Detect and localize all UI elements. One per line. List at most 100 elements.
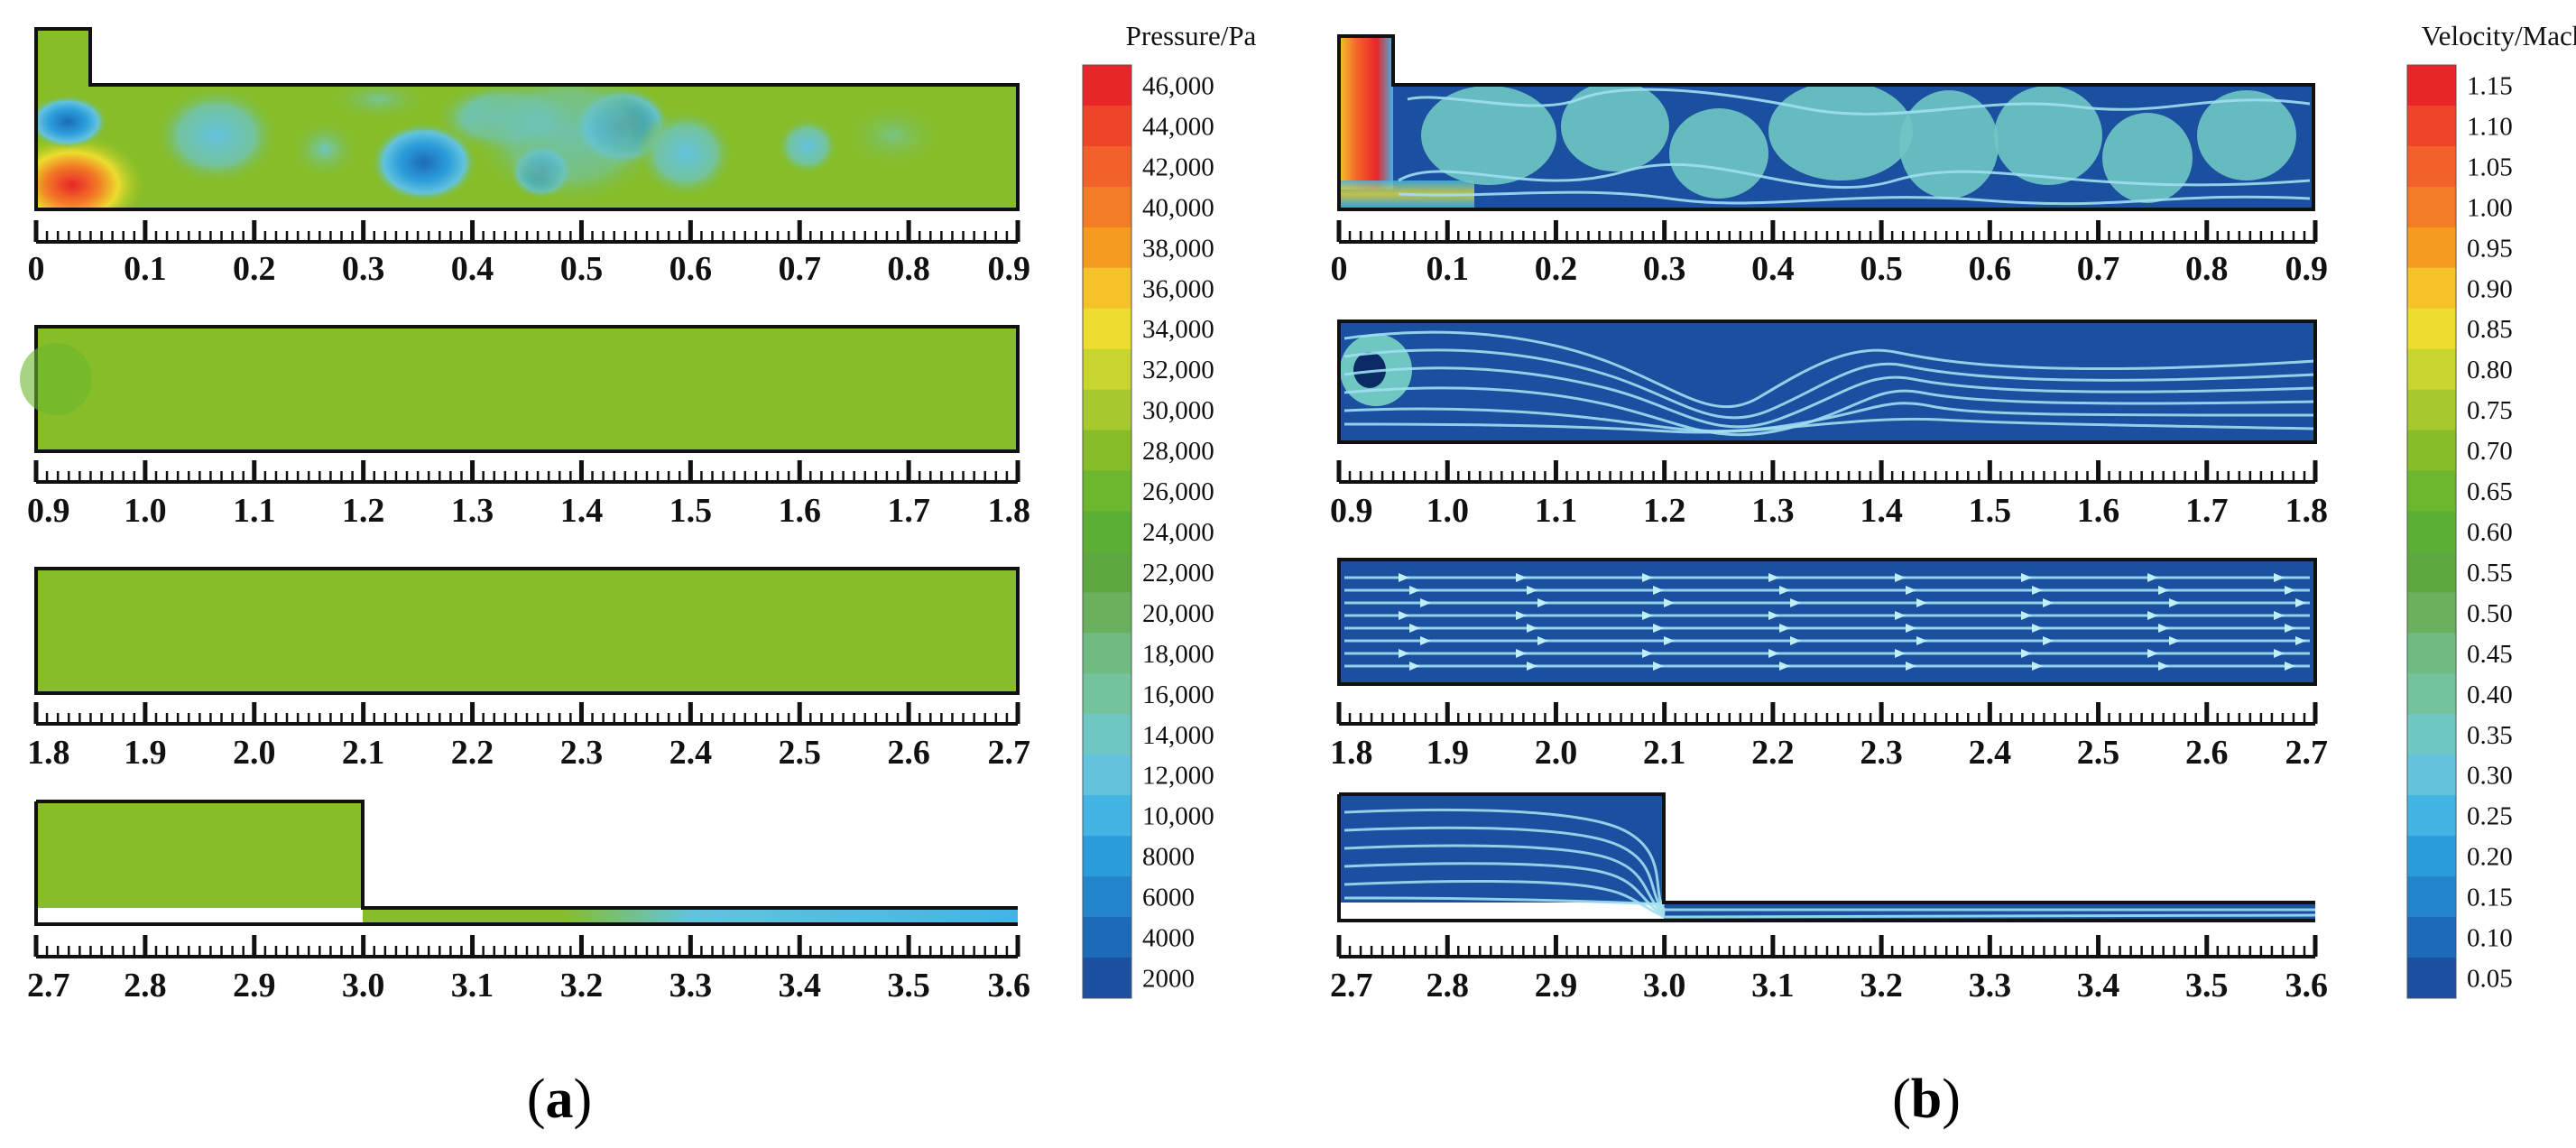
colorbar-label: 0.45: [2467, 640, 2513, 669]
ruler-a-row4: 2.7 2.8 2.9 3.0 3.1 3.2 3.3 3.4 3.5 3.6: [27, 935, 1030, 1004]
tick-label: 1.9: [124, 734, 167, 772]
pressure-row-4: [34, 800, 1018, 926]
tick-label: 1.4: [560, 492, 604, 530]
colorbar-label: 0.80: [2467, 356, 2513, 384]
tick-label: 2.7: [2285, 734, 2329, 772]
tick-label: 1.5: [669, 492, 713, 530]
colorbar-title: Velocity/Mach: [2422, 20, 2576, 51]
streamline-arrow: [2274, 611, 2285, 620]
tick-label: 1.3: [1751, 492, 1795, 530]
tick-label: 2.8: [124, 967, 167, 1004]
colorbar-swatch: [1083, 267, 1131, 310]
tick-label: 2.9: [1535, 967, 1578, 1004]
tick-label: 1.0: [124, 492, 167, 530]
streamline-arrow: [1537, 636, 1548, 645]
tick-label: 0.2: [233, 250, 276, 288]
colorbar-label: 8000: [1142, 843, 1195, 872]
tick-label: 3.0: [1643, 967, 1686, 1004]
colorbar-swatch: [2407, 267, 2456, 310]
colorbar-swatch: [2407, 511, 2456, 552]
tick-label: 1.4: [1860, 492, 1903, 530]
streamline-arrow: [1527, 662, 1537, 671]
tick-label: 1.6: [778, 492, 821, 530]
colorbar-swatch: [2407, 186, 2456, 228]
streamline-arrow: [1399, 611, 1409, 620]
streamline-arrow: [2169, 598, 2180, 607]
colorbar-label: 12,000: [1142, 762, 1214, 791]
streamline-arrow: [2043, 636, 2054, 645]
streamline-arrow: [1420, 636, 1431, 645]
colorbar-label: 1.15: [2467, 71, 2513, 100]
colorbar-label: 0.35: [2467, 721, 2513, 750]
streamline-arrow: [1537, 598, 1548, 607]
streamline-arrow: [2169, 636, 2180, 645]
colorbar-swatch: [2407, 917, 2456, 958]
colorbar-swatch: [2407, 308, 2456, 350]
colorbar-label: 0.60: [2467, 518, 2513, 547]
tick-label: 0.7: [778, 250, 821, 288]
streamline-arrow: [2274, 573, 2285, 582]
colorbar-label: 4000: [1142, 924, 1195, 953]
colorbar-swatch: [1083, 551, 1131, 593]
colorbar-swatch: [1083, 755, 1131, 796]
colorbar-label: 36,000: [1142, 274, 1214, 303]
tick-label: 0.1: [124, 250, 167, 288]
panel-b-close: ): [1942, 1069, 1961, 1130]
tick-label: 3.1: [1751, 967, 1795, 1004]
streamline-arrow: [2285, 662, 2295, 671]
streamline-arrow: [1768, 611, 1779, 620]
tick-label: 1.3: [451, 492, 494, 530]
colorbar-swatch: [2407, 105, 2456, 147]
tick-label: 0.9: [1330, 492, 1373, 530]
streamline-arrow: [2158, 662, 2169, 671]
streamline-arrow: [1768, 649, 1779, 658]
colorbar-label: 24,000: [1142, 518, 1214, 547]
tick-label: 0.9: [27, 492, 70, 530]
colorbar-label: 34,000: [1142, 315, 1214, 344]
colorbar-label: 16,000: [1142, 680, 1214, 709]
streamline-arrow: [2032, 586, 2043, 595]
colorbar-swatch: [2407, 389, 2456, 431]
panel-a-pressure: [20, 27, 1020, 926]
colorbar-swatch: [2407, 836, 2456, 877]
colorbar-label: 1.05: [2467, 153, 2513, 181]
tick-label: 1.8: [988, 492, 1031, 530]
tick-label: 3.2: [560, 967, 604, 1004]
panel-b-open: (: [1892, 1069, 1911, 1130]
colorbar-label: 0.15: [2467, 884, 2513, 912]
tick-label: 2.6: [2185, 734, 2229, 772]
streamline-arrow: [2274, 649, 2285, 658]
ruler-b-row1: 0 0.1 0.2 0.3 0.4 0.5 0.6 0.7 0.8 0.9: [1331, 220, 2328, 288]
colorbar-velocity: Velocity/Mach 1.15 1.10 1.05 1.00 0.95 0.90 0.8…: [2406, 20, 2576, 999]
streamline-arrow: [1664, 636, 1675, 645]
colorbar-swatch: [1083, 105, 1131, 147]
streamline-arrow: [2295, 636, 2306, 645]
streamline-arrow: [1895, 649, 1906, 658]
colorbar-label: 6000: [1142, 884, 1195, 912]
colorbar-frame: [2406, 64, 2457, 999]
tick-label: 0.5: [1860, 250, 1903, 288]
tick-label: 1.8: [27, 734, 70, 772]
pressure-row-3: [34, 567, 1020, 695]
colorbar-label: 0.85: [2467, 315, 2513, 344]
colorbar-swatch: [1083, 714, 1131, 755]
colorbar-swatch: [1083, 633, 1131, 674]
colorbar-label: 44,000: [1142, 112, 1214, 141]
panel-label-b: (b): [1892, 1069, 1961, 1130]
velocity-row-4: [1337, 792, 2316, 922]
velocity-row-1: [1337, 34, 2315, 211]
colorbar-label: 42,000: [1142, 153, 1214, 181]
streamline-arrow: [1516, 573, 1527, 582]
streamline-arrow: [1527, 586, 1537, 595]
ruler-b-row2: 0.9 1.0 1.1 1.2 1.3 1.4 1.5 1.6 1.7 1.8: [1330, 460, 2328, 530]
tick-label: 2.1: [1643, 734, 1686, 772]
colorbar-label: 0.90: [2467, 274, 2513, 303]
streamline-arrow: [2295, 598, 2306, 607]
streamline-arrow: [1409, 624, 1420, 633]
colorbar-swatch: [1083, 308, 1131, 350]
tick-label: 3.6: [2285, 967, 2329, 1004]
colorbar-label: 46,000: [1142, 71, 1214, 100]
tick-label: 3.3: [1969, 967, 2012, 1004]
streamline-arrow: [1916, 636, 1927, 645]
ruler-a-row2: 0.9 1.0 1.1 1.2 1.3 1.4 1.5 1.6 1.7 1.8: [27, 460, 1030, 530]
